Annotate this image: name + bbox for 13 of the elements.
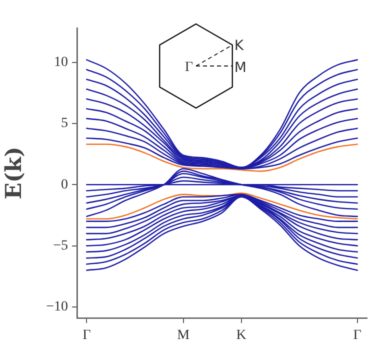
y-tick-label: 0: [61, 177, 68, 192]
y-tick-label: 5: [61, 116, 68, 132]
y-axis-title: E(k): [0, 146, 27, 200]
x-tick-label: Γ: [353, 328, 362, 344]
annotation: M: [234, 60, 246, 76]
x-tick-label: Γ: [82, 328, 91, 344]
y-tick-label: 10: [54, 54, 68, 70]
annotation: Γ: [184, 60, 193, 75]
annotation: K: [234, 38, 244, 54]
x-tick-label: K: [236, 328, 246, 344]
y-tick-label: −5: [53, 238, 68, 254]
y-tick-label: −10: [46, 300, 68, 315]
x-tick-label: M: [177, 328, 190, 344]
